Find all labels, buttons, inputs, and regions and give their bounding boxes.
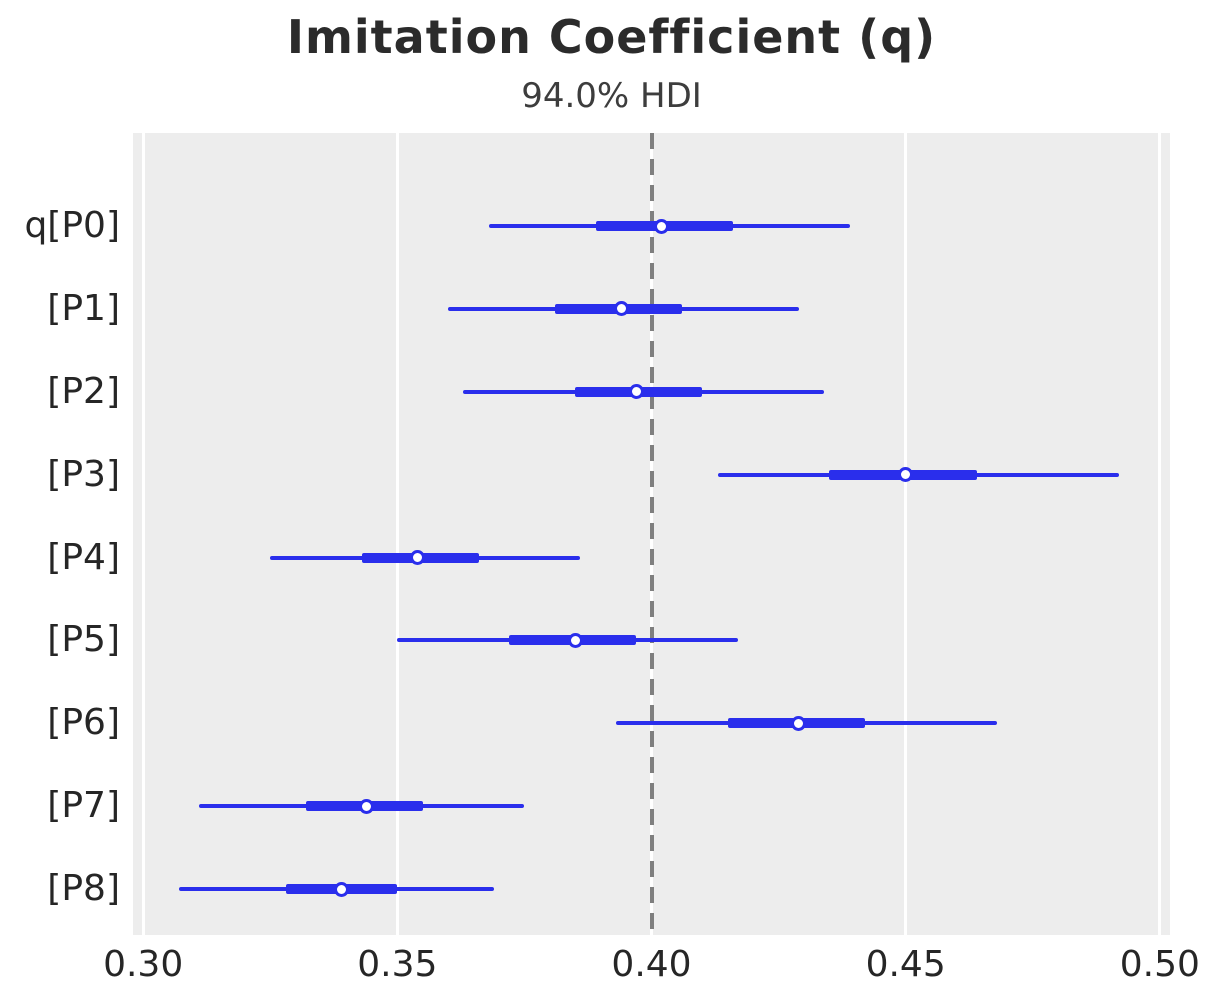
median-marker (654, 218, 670, 234)
chart-subtitle: 94.0% HDI (521, 76, 702, 116)
y-tick-label: [P4] (47, 536, 120, 578)
x-tick-label: 0.45 (865, 944, 946, 985)
forest-row (133, 133, 1170, 935)
y-tick-label: [P8] (47, 868, 120, 909)
forest-row (133, 133, 1170, 935)
forest-row (133, 133, 1170, 935)
y-tick-label: [P1] (47, 287, 120, 329)
y-tick-label: [P3] (47, 453, 120, 495)
x-gridline (395, 133, 399, 935)
median-marker (628, 384, 644, 400)
x-axis-labels: 0.30 0.35 0.40 0.45 0.50 (103, 943, 1200, 993)
forest-row (133, 133, 1170, 935)
y-tick-label: [P7] (47, 785, 120, 827)
x-tick-label: 0.35 (357, 944, 438, 985)
median-marker (333, 881, 349, 897)
median-marker (898, 467, 914, 483)
x-tick-label: 0.40 (611, 944, 692, 985)
plot-area (133, 133, 1170, 935)
y-axis-labels: q[P0] [P1] [P2] [P3] [P4] [P5] [P6] [P7] [P8] (0, 0, 120, 1003)
reference-line (649, 133, 654, 935)
chart-title: Imitation Coefficient (q) (286, 10, 937, 64)
forest-row (133, 133, 1170, 935)
y-tick-label: [P6] (47, 702, 120, 744)
y-tick-label: q[P0] (24, 205, 120, 246)
x-gridline (1158, 133, 1162, 935)
x-tick-label: 0.50 (1119, 944, 1200, 985)
median-marker (359, 798, 375, 814)
median-marker (791, 715, 807, 731)
x-gridline (141, 133, 145, 935)
forest-row (133, 133, 1170, 935)
x-tick-label: 0.30 (103, 944, 184, 985)
forest-row (133, 133, 1170, 935)
x-gridline (904, 133, 908, 935)
y-tick-label: [P5] (47, 619, 120, 661)
median-marker (410, 550, 426, 565)
y-tick-label: [P2] (47, 370, 120, 412)
median-marker (567, 632, 583, 648)
forest-row (133, 133, 1170, 935)
forest-row (133, 133, 1170, 935)
median-marker (613, 301, 629, 317)
